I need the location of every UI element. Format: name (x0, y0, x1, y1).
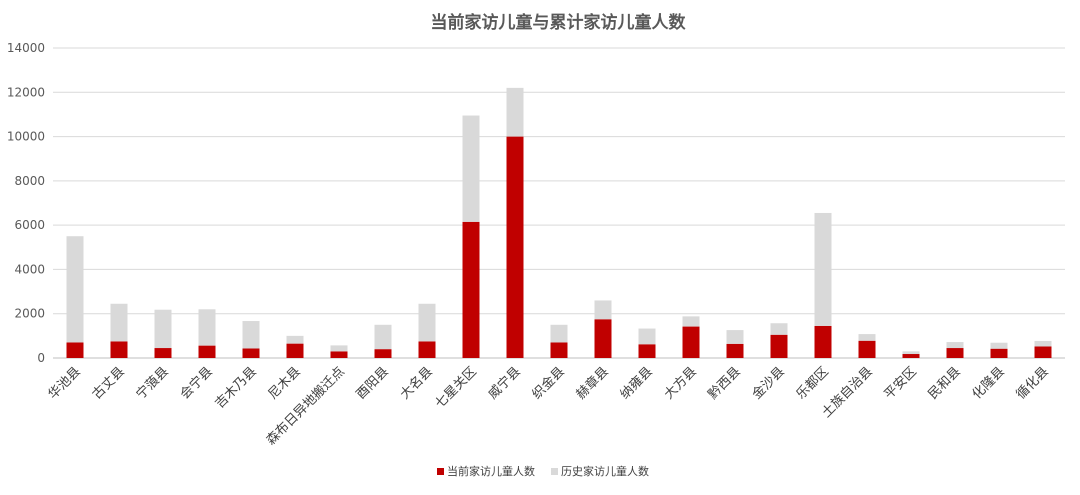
x-category-label: 黔西县 (706, 364, 744, 402)
bar-history-3 (198, 309, 216, 346)
bar-current-2 (154, 348, 172, 358)
x-category-label: 森布日异地搬迁点 (264, 364, 348, 448)
bar-history-12 (594, 300, 612, 320)
x-category-label: 威宁县 (485, 364, 524, 403)
x-category-label: 循化县 (1014, 364, 1052, 402)
bar-history-5 (286, 335, 304, 344)
x-category-label: 赫章县 (573, 364, 612, 403)
bar-history-6 (330, 345, 348, 352)
y-tick-label: 8000 (14, 174, 45, 188)
bar-history-0 (66, 236, 84, 343)
bar-current-9 (462, 221, 480, 358)
bar-current-3 (198, 345, 216, 358)
bar-current-16 (770, 334, 788, 358)
bar-current-10 (506, 136, 524, 358)
bar-history-11 (550, 324, 568, 343)
bar-current-11 (550, 342, 568, 358)
bar-history-21 (990, 342, 1008, 349)
bar-current-0 (66, 342, 84, 358)
bar-history-1 (110, 303, 128, 342)
chart-title: 当前家访儿童与累计家访儿童人数 (431, 12, 687, 33)
y-tick-label: 14000 (7, 41, 45, 55)
bar-history-17 (814, 212, 832, 326)
y-tick-label: 4000 (14, 262, 45, 276)
bar-current-15 (726, 343, 744, 358)
legend-swatch-history (551, 468, 558, 475)
x-category-label: 织金县 (529, 364, 568, 403)
x-category-label: 吉木乃县 (212, 364, 259, 411)
bar-history-19 (902, 351, 920, 355)
bar-current-14 (682, 326, 700, 358)
bar-current-7 (374, 349, 392, 358)
gridlines (53, 47, 1065, 359)
bars (66, 87, 1052, 358)
bar-current-17 (814, 325, 832, 358)
legend-label-history: 历史家访儿童人数 (561, 464, 649, 478)
x-category-label: 华池县 (46, 364, 84, 402)
x-category-label: 酉阳县 (354, 364, 392, 402)
y-axis-tick-labels: 0 2000 4000 6000 8000 10000 12000 14000 (7, 41, 45, 365)
bar-history-8 (418, 303, 436, 342)
bar-history-10 (506, 87, 524, 137)
x-category-label: 平安区 (882, 364, 920, 402)
x-category-label: 大名县 (397, 364, 436, 403)
y-tick-label: 2000 (14, 307, 45, 321)
y-tick-label: 12000 (7, 85, 45, 99)
x-category-label: 七星关区 (432, 364, 479, 411)
x-category-label: 大方县 (661, 364, 700, 403)
y-tick-label: 0 (37, 351, 45, 365)
bar-current-19 (902, 354, 920, 358)
bar-current-6 (330, 351, 348, 358)
bar-history-7 (374, 324, 392, 350)
bar-history-18 (858, 334, 876, 341)
bar-current-5 (286, 343, 304, 358)
x-category-label: 古丈县 (90, 364, 128, 402)
bar-history-2 (154, 309, 172, 349)
x-category-label: 民和县 (926, 364, 964, 402)
legend-label-current: 当前家访儿童人数 (447, 464, 535, 478)
bar-history-14 (682, 316, 700, 327)
bar-current-1 (110, 341, 128, 358)
bar-history-22 (1034, 340, 1052, 347)
y-tick-label: 10000 (7, 130, 45, 144)
y-tick-label: 6000 (14, 218, 45, 232)
x-category-label: 会宁县 (177, 364, 216, 403)
bar-history-4 (242, 321, 260, 349)
bar-current-12 (594, 319, 612, 358)
x-category-label: 宁蒗县 (133, 364, 172, 403)
legend-swatch-current (437, 468, 444, 475)
bar-current-22 (1034, 346, 1052, 358)
bar-history-20 (946, 342, 964, 349)
bar-current-4 (242, 348, 260, 358)
bar-current-21 (990, 348, 1008, 358)
bar-current-8 (418, 341, 436, 358)
x-category-label: 化隆县 (970, 364, 1008, 402)
legend: 当前家访儿童人数 历史家访儿童人数 (437, 464, 649, 478)
bar-current-13 (638, 344, 656, 358)
x-category-label: 尼木县 (266, 364, 304, 402)
bar-history-9 (462, 115, 480, 222)
bar-history-13 (638, 328, 656, 345)
bar-history-15 (726, 330, 744, 344)
bar-current-20 (946, 348, 964, 358)
x-category-label: 金沙县 (749, 364, 788, 403)
x-category-label: 纳雍县 (617, 364, 656, 403)
x-category-label: 乐都区 (794, 364, 832, 402)
bar-current-18 (858, 340, 876, 358)
bar-history-16 (770, 323, 788, 335)
